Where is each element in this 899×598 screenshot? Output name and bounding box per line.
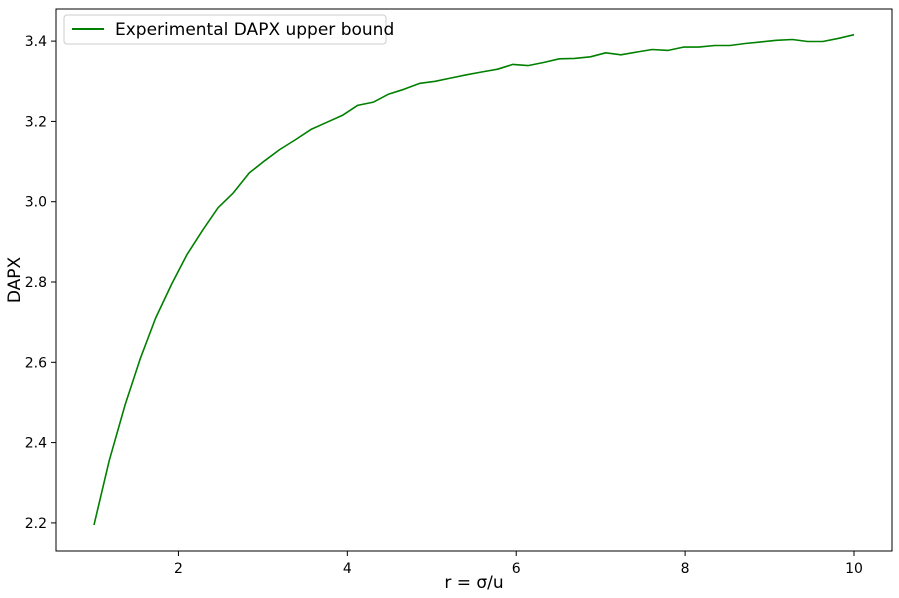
legend-box bbox=[63, 14, 387, 45]
legend: Experimental DAPX upper bound bbox=[63, 14, 394, 45]
y-tick-label: 2.4 bbox=[25, 436, 47, 452]
y-axis-label: DAPX bbox=[5, 256, 25, 303]
y-tick-label: 3.0 bbox=[25, 195, 47, 211]
x-axis-label: r = σ/u bbox=[444, 573, 503, 593]
y-axis-ticks: 2.2 2.4 2.6 2.8 3.0 3.2 3.4 bbox=[25, 34, 56, 532]
y-tick-label: 3.4 bbox=[25, 34, 47, 50]
x-tick-label: 6 bbox=[512, 561, 521, 577]
series-line-experimental-dapx-upper-bound bbox=[93, 33, 855, 526]
x-tick-label: 2 bbox=[174, 561, 183, 577]
y-tick-label: 2.8 bbox=[25, 275, 47, 291]
plot-area bbox=[55, 8, 893, 552]
x-axis-ticks: 2 4 6 8 10 bbox=[174, 551, 863, 577]
series-layer bbox=[93, 33, 855, 526]
x-tick-label: 8 bbox=[681, 561, 690, 577]
legend-entry-label: Experimental DAPX upper bound bbox=[115, 20, 394, 40]
x-tick-label: 4 bbox=[343, 561, 352, 577]
x-tick-label: 10 bbox=[845, 561, 863, 577]
y-tick-label: 2.2 bbox=[25, 516, 47, 532]
y-tick-label: 3.2 bbox=[25, 114, 47, 130]
y-tick-label: 2.6 bbox=[25, 355, 47, 371]
